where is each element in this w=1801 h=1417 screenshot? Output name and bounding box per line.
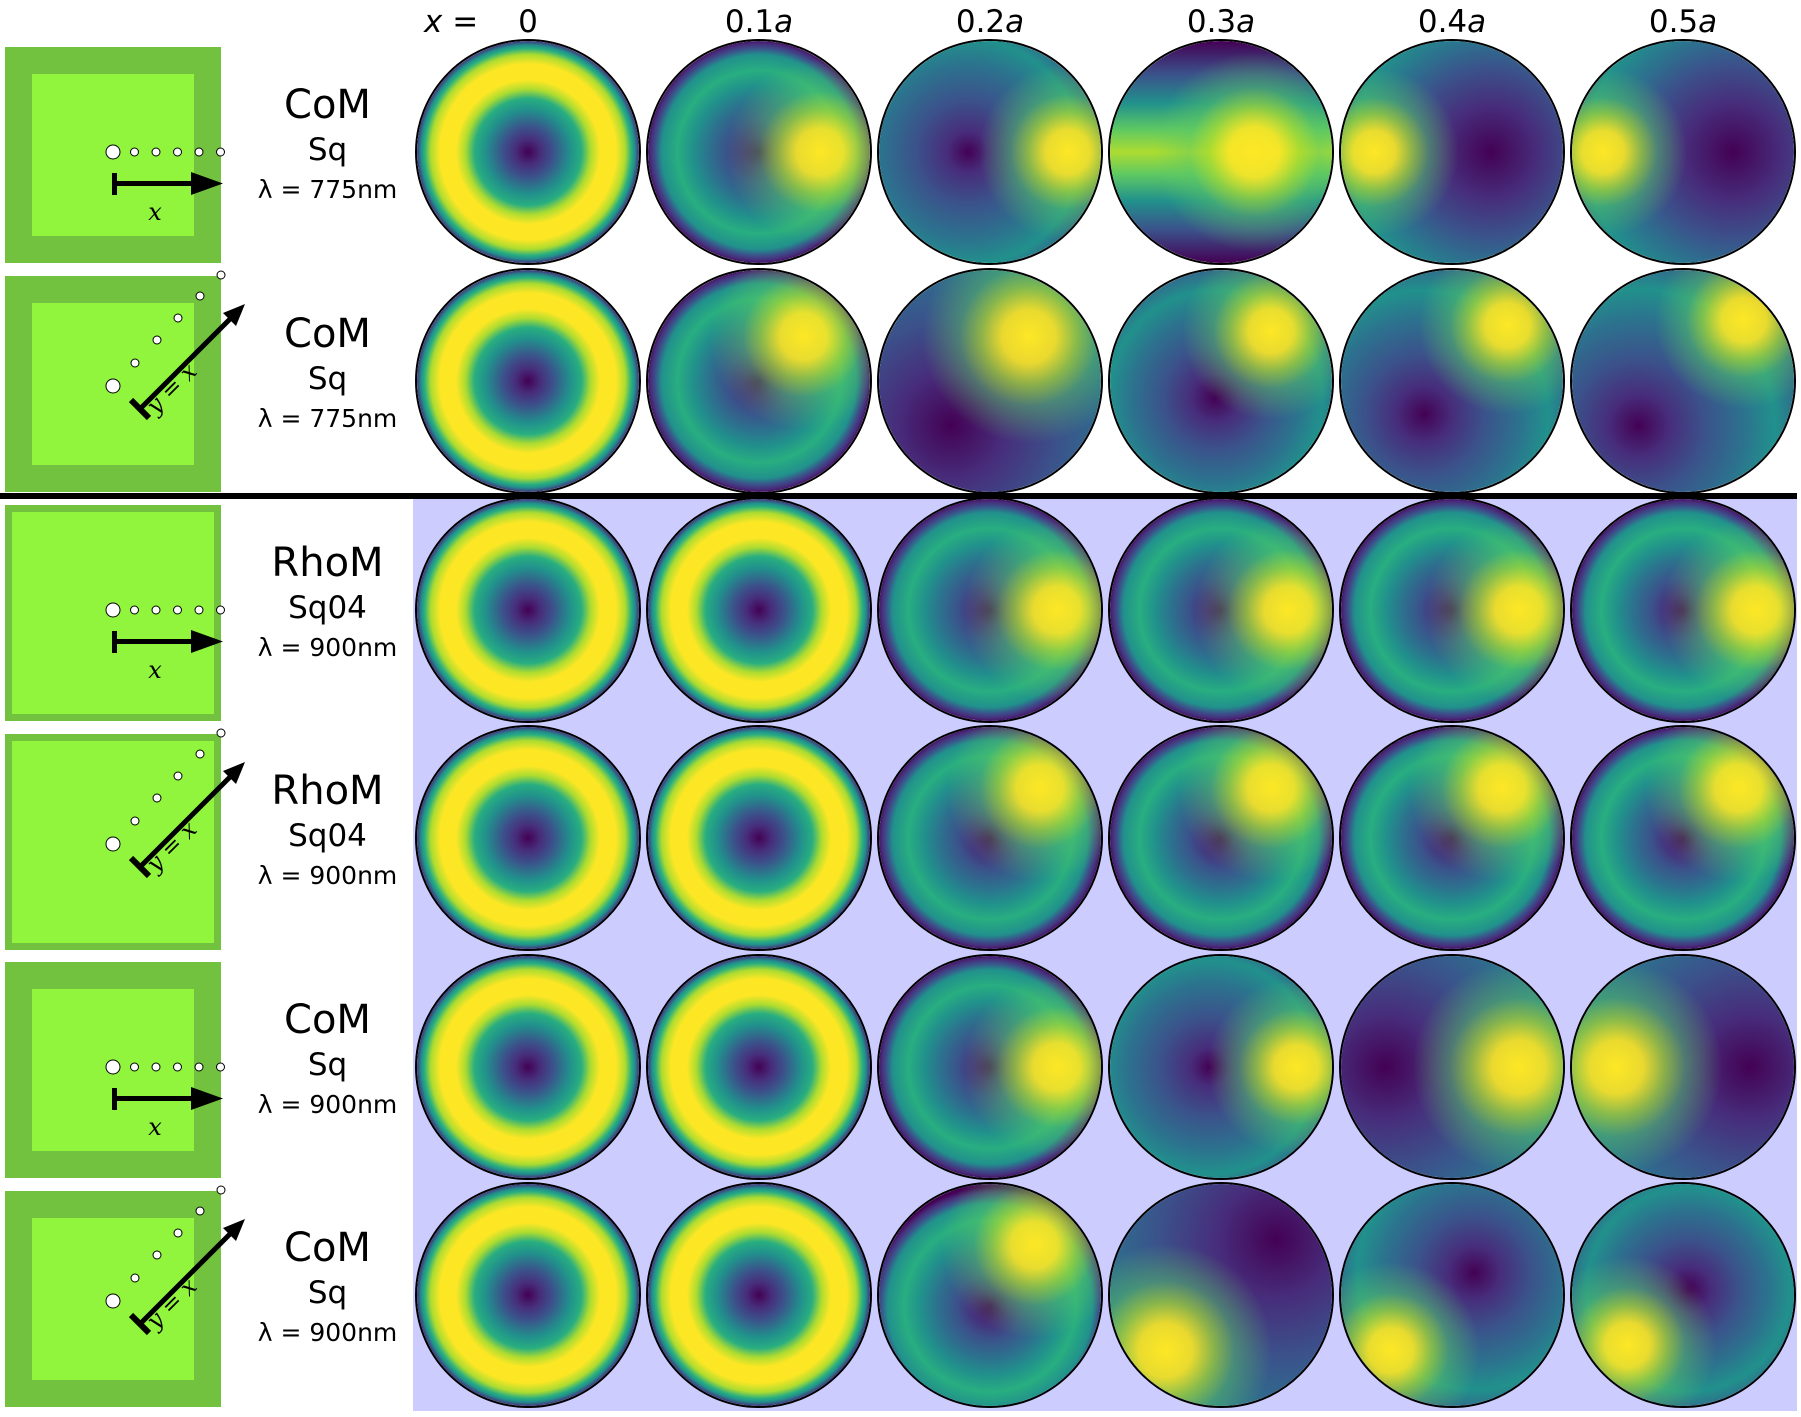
svg-text:x: x <box>148 656 162 684</box>
x-axis-prefix: x = <box>424 4 479 40</box>
column-header-4: 0.4a <box>1417 4 1487 40</box>
field-map-row-2-col-3 <box>1108 497 1334 723</box>
field-map-row-2-col-4 <box>1339 497 1565 723</box>
structure-name: Sq04 <box>288 818 367 854</box>
field-map-row-5-col-1 <box>646 1182 872 1408</box>
field-map-row-4-col-1 <box>646 954 872 1180</box>
wavelength-label: λ = 775nm <box>257 175 398 204</box>
field-map-row-1-col-4 <box>1339 268 1565 494</box>
column-header-5: 0.5a <box>1648 4 1718 40</box>
field-map-row-3-col-4 <box>1339 725 1565 951</box>
svg-text:x: x <box>148 198 162 226</box>
field-map-row-3-col-3 <box>1108 725 1334 951</box>
structure-name: Sq <box>307 1275 348 1311</box>
geometry-thumbnail-row-1: y = x <box>5 270 245 492</box>
row-label-0: CoM Sq λ = 775nm <box>240 82 415 208</box>
structure-name: Sq04 <box>288 590 367 626</box>
field-map-row-2-col-2 <box>877 497 1103 723</box>
field-map-row-0-col-2 <box>877 39 1103 265</box>
field-map-row-0-col-4 <box>1339 39 1565 265</box>
field-map-row-2-col-0 <box>415 497 641 723</box>
shaded-region-900nm <box>413 499 1797 1411</box>
field-map-row-0-col-5 <box>1570 39 1796 265</box>
field-map-row-1-col-5 <box>1570 268 1796 494</box>
model-name: CoM <box>284 1225 371 1271</box>
geometry-thumbnail-row-4: x <box>5 962 225 1178</box>
field-map-row-3-col-1 <box>646 725 872 951</box>
field-map-row-3-col-2 <box>877 725 1103 951</box>
geometry-thumbnail-row-5: y = x <box>5 1185 245 1407</box>
model-name: CoM <box>284 997 371 1043</box>
field-map-row-1-col-3 <box>1108 268 1334 494</box>
geometry-thumbnail-row-0: x <box>5 47 225 263</box>
field-map-row-0-col-3 <box>1108 39 1334 265</box>
structure-name: Sq <box>307 1047 348 1083</box>
field-map-row-5-col-3 <box>1108 1182 1334 1408</box>
field-map-row-1-col-0 <box>415 268 641 494</box>
field-map-row-1-col-1 <box>646 268 872 494</box>
wavelength-label: λ = 900nm <box>257 1318 398 1347</box>
field-map-row-3-col-0 <box>415 725 641 951</box>
field-map-row-4-col-4 <box>1339 954 1565 1180</box>
wavelength-label: λ = 775nm <box>257 404 398 433</box>
svg-text:x: x <box>148 1113 162 1141</box>
field-map-row-4-col-0 <box>415 954 641 1180</box>
x-direction-arrow-icon: x <box>105 1059 225 1141</box>
svg-text:y = x: y = x <box>141 359 202 420</box>
column-header-3: 0.3a <box>1186 4 1256 40</box>
field-map-row-5-col-4 <box>1339 1182 1565 1408</box>
wavelength-label: λ = 900nm <box>257 861 398 890</box>
model-name: RhoM <box>271 540 384 586</box>
field-map-row-3-col-5 <box>1570 725 1796 951</box>
field-map-row-4-col-3 <box>1108 954 1334 1180</box>
diagonal-direction-arrow-icon: y = x <box>105 1185 245 1336</box>
row-label-4: CoM Sq λ = 900nm <box>240 997 415 1123</box>
model-name: CoM <box>284 311 371 357</box>
svg-text:y = x: y = x <box>141 817 202 878</box>
column-header-1: 0.1a <box>724 4 794 40</box>
diagonal-direction-arrow-icon: y = x <box>105 728 245 879</box>
svg-text:y = x: y = x <box>141 1274 202 1335</box>
structure-name: Sq <box>307 132 348 168</box>
field-map-row-4-col-5 <box>1570 954 1796 1180</box>
diagonal-direction-arrow-icon: y = x <box>105 270 245 421</box>
wavelength-label: λ = 900nm <box>257 1090 398 1119</box>
model-name: RhoM <box>271 768 384 814</box>
section-divider <box>0 493 1797 499</box>
field-map-row-5-col-2 <box>877 1182 1103 1408</box>
field-map-row-2-col-5 <box>1570 497 1796 723</box>
x-direction-arrow-icon: x <box>105 144 225 226</box>
structure-name: Sq <box>307 361 348 397</box>
field-map-row-0-col-0 <box>415 39 641 265</box>
column-header-0: 0 <box>518 4 538 40</box>
geometry-thumbnail-row-3: y = x <box>5 728 245 950</box>
wavelength-label: λ = 900nm <box>257 633 398 662</box>
row-label-5: CoM Sq λ = 900nm <box>240 1225 415 1351</box>
field-map-row-0-col-1 <box>646 39 872 265</box>
field-map-row-4-col-2 <box>877 954 1103 1180</box>
model-name: CoM <box>284 82 371 128</box>
column-header-2: 0.2a <box>955 4 1025 40</box>
row-label-1: CoM Sq λ = 775nm <box>240 311 415 437</box>
field-map-row-5-col-0 <box>415 1182 641 1408</box>
row-label-3: RhoM Sq04 λ = 900nm <box>240 768 415 894</box>
x-direction-arrow-icon: x <box>105 602 225 684</box>
field-map-row-1-col-2 <box>877 268 1103 494</box>
field-map-row-2-col-1 <box>646 497 872 723</box>
geometry-thumbnail-row-2: x <box>5 505 225 721</box>
field-map-row-5-col-5 <box>1570 1182 1796 1408</box>
row-label-2: RhoM Sq04 λ = 900nm <box>240 540 415 666</box>
